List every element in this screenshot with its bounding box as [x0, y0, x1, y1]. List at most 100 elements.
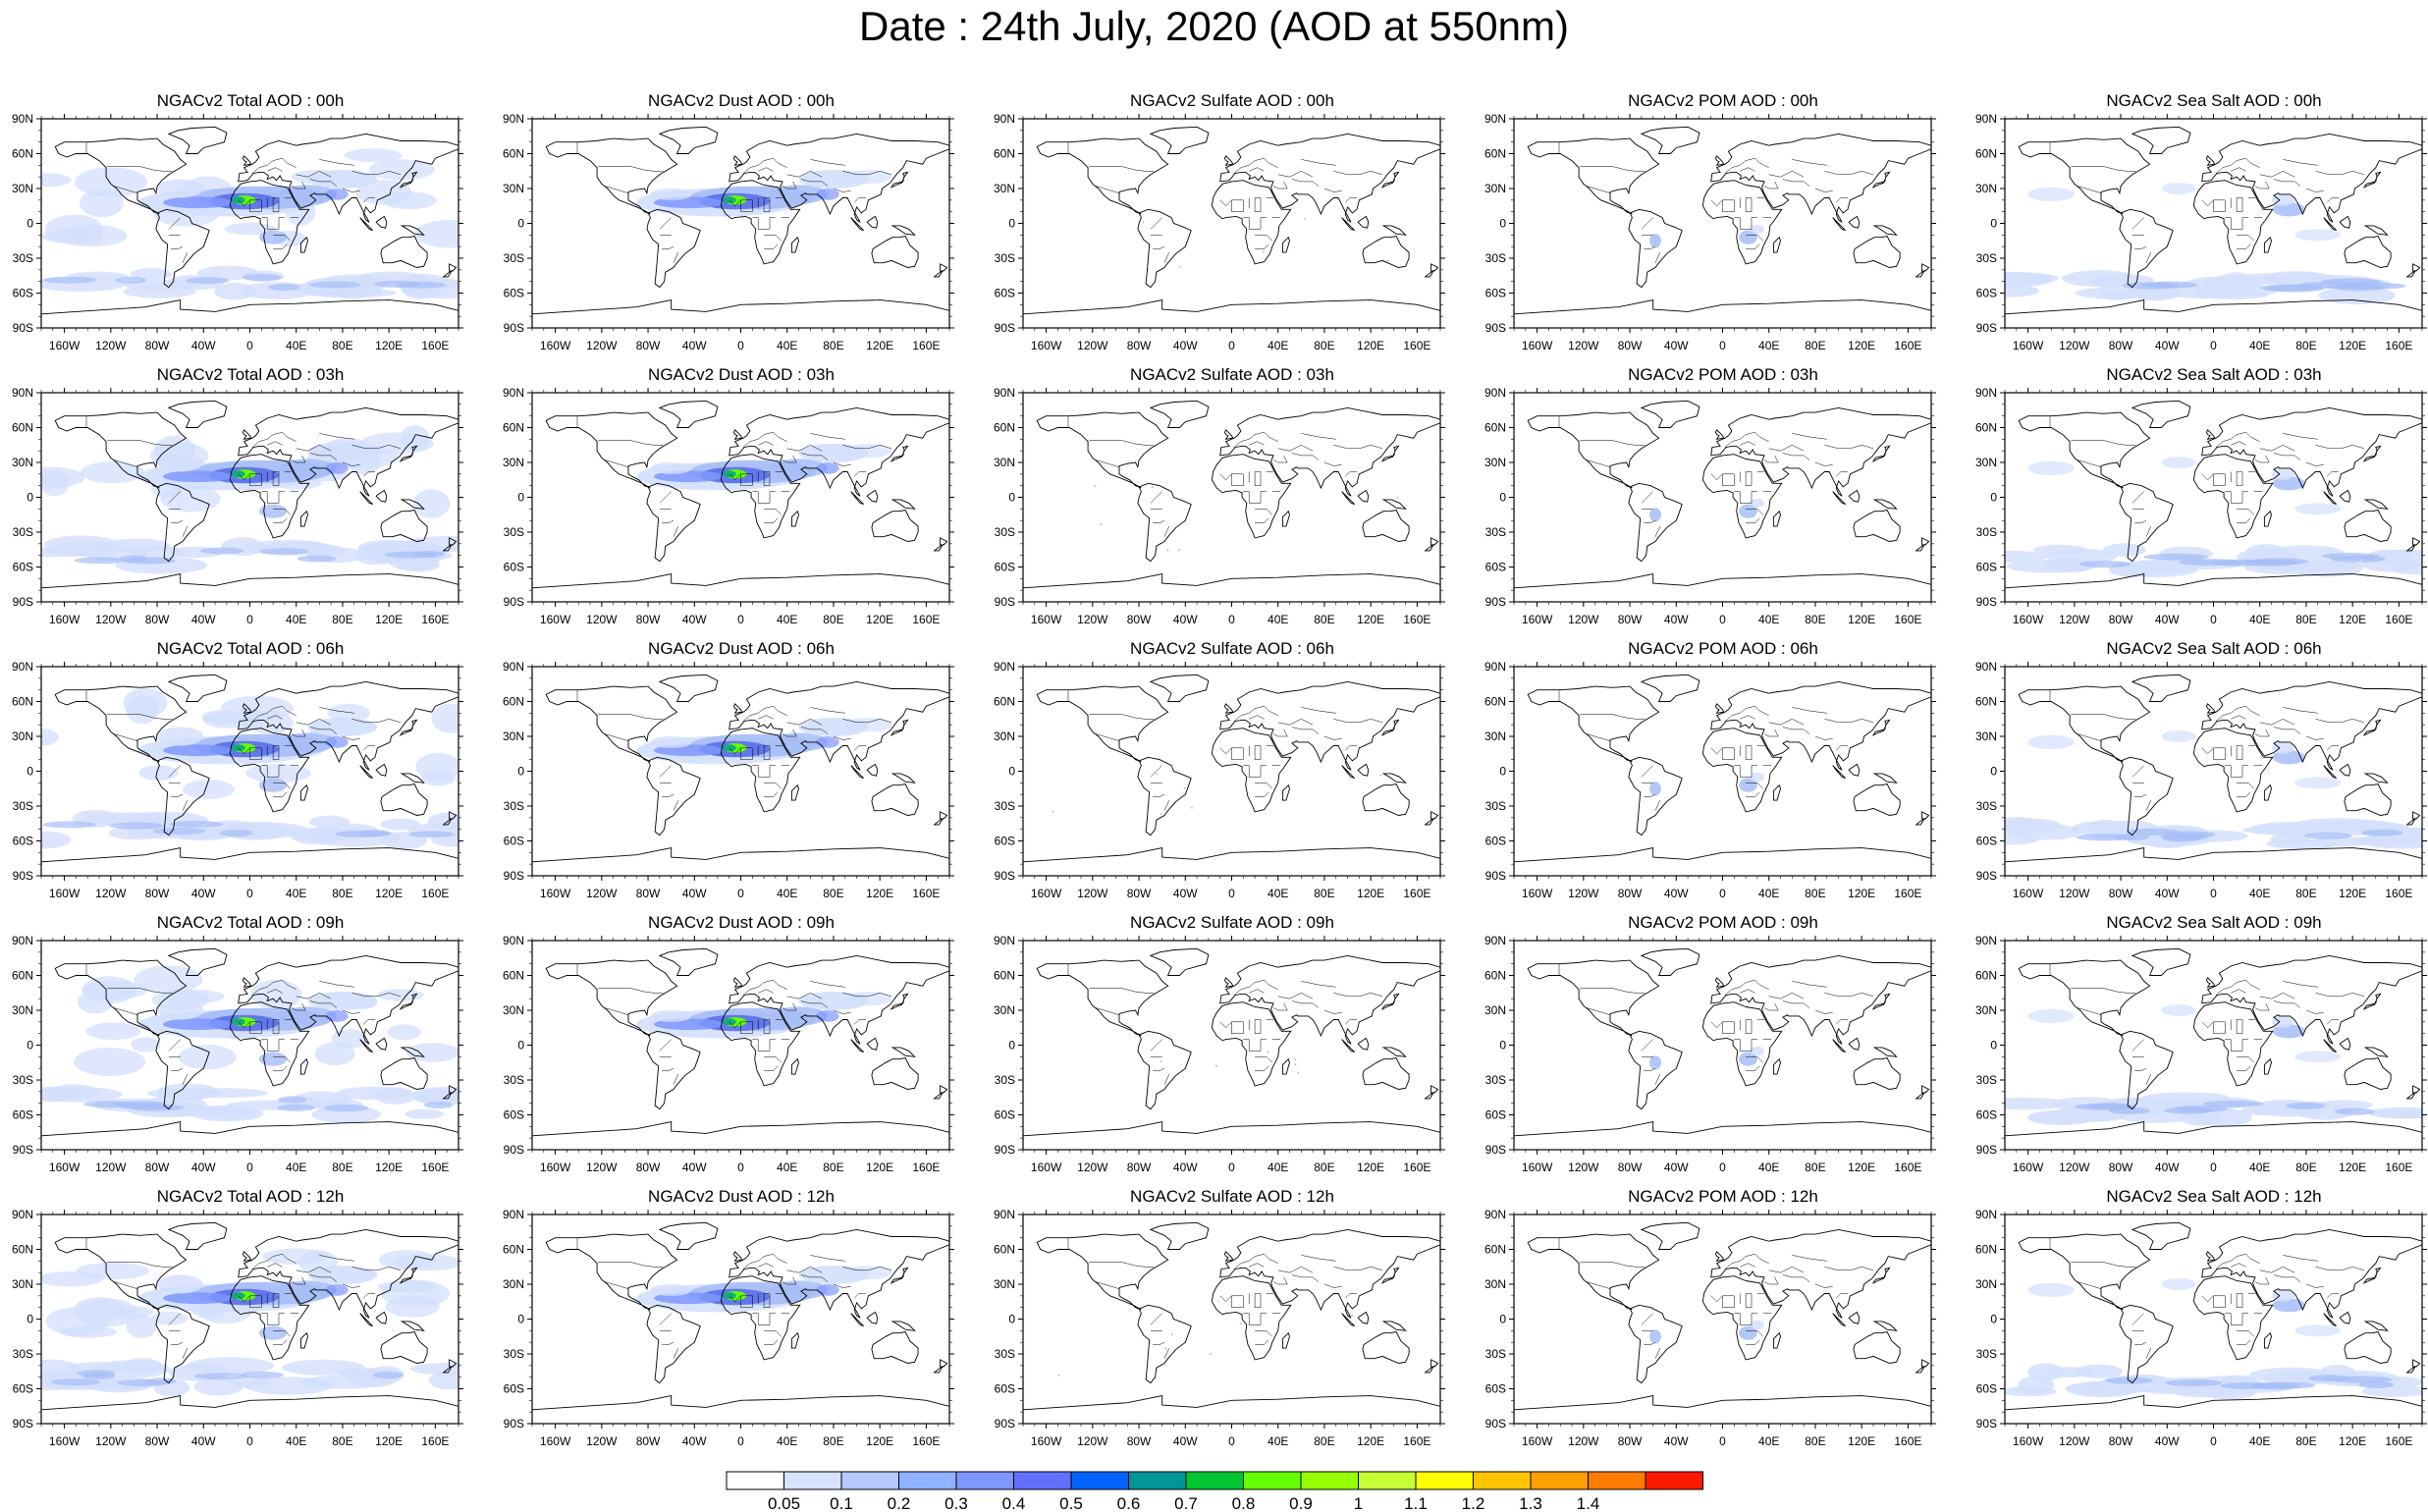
- map-panel-seasalt-3: NGACv2 Sea Salt AOD : 09h 90N 60N 30N 0 30S 60…: [1964, 913, 2428, 1188]
- lon-label: 0: [1719, 887, 1726, 900]
- country-border: [1740, 168, 1754, 172]
- lat-label: 60S: [1976, 835, 1997, 848]
- lat-label: 30S: [504, 799, 524, 813]
- lon-label: 120E: [1357, 339, 1384, 352]
- aod-plume: [183, 780, 235, 799]
- country-border: [1746, 472, 1752, 486]
- country-border: [1723, 200, 1735, 212]
- country-border: [2266, 729, 2270, 736]
- coastline: [1922, 812, 1929, 819]
- coastline: [2413, 1086, 2420, 1093]
- country-border: [1642, 766, 1653, 778]
- lon-label: 120E: [866, 1161, 893, 1174]
- lon-label: 0: [2210, 1161, 2217, 1174]
- coastline: [1138, 757, 1191, 835]
- lon-label: 80E: [332, 1161, 352, 1174]
- coastline: [1629, 757, 1682, 835]
- country-border: [2237, 1056, 2254, 1062]
- country-border: [2214, 474, 2226, 486]
- map-frame: [41, 393, 459, 602]
- country-border: [171, 794, 183, 796]
- lat-label: 0: [1008, 765, 1015, 779]
- coastline: [1224, 156, 1232, 165]
- lat-label: 30S: [1976, 799, 1997, 813]
- lat-label: 30S: [995, 525, 1015, 539]
- world-map: 90N60N30N030S60S90S160W 120W 80W 40W 0 40E 80E…: [0, 365, 491, 640]
- lat-label: 60N: [1975, 421, 1997, 435]
- coastline: [1383, 500, 1405, 509]
- lon-label: 40W: [682, 613, 707, 626]
- world-map: 90N60N30N030S60S90S160W 120W 80W 40W 0 40E 80E…: [0, 91, 491, 366]
- lon-label: 40E: [777, 1161, 797, 1174]
- coastline: [1833, 766, 1846, 779]
- country-border: [1220, 474, 1232, 480]
- coastline: [1363, 511, 1409, 542]
- coastline: [1342, 218, 1355, 231]
- country-border: [854, 746, 866, 751]
- lon-label: 0: [737, 613, 744, 626]
- aod-plume: [308, 170, 378, 189]
- country-border: [2237, 472, 2242, 486]
- coastline: [2340, 764, 2350, 776]
- lat-label: 30N: [12, 456, 33, 469]
- country-border: [1243, 218, 1267, 230]
- lon-label: 160W: [49, 887, 81, 900]
- lon-label: 40W: [191, 1161, 216, 1174]
- coastline: [243, 978, 250, 987]
- country-border: [1333, 719, 1382, 723]
- lon-label: 40W: [1664, 613, 1689, 626]
- lon-label: 0: [737, 887, 744, 900]
- aod-speck: [1052, 811, 1054, 813]
- aod-plume: [2028, 735, 2075, 749]
- aod-plume: [45, 215, 104, 244]
- antarctica-coast: [41, 574, 459, 588]
- lon-label: 40E: [1758, 339, 1779, 352]
- lon-label: 160E: [421, 339, 449, 352]
- lat-label: 90S: [504, 869, 524, 883]
- country-border: [319, 433, 354, 439]
- coastline: [1922, 1086, 1929, 1093]
- coastline: [2324, 1040, 2337, 1053]
- country-border: [2266, 1003, 2270, 1010]
- aod-plume: [2361, 830, 2402, 837]
- coastline: [2345, 511, 2391, 542]
- country-border: [2315, 719, 2364, 723]
- country-border: [743, 1254, 787, 1269]
- lon-label: 120E: [2339, 887, 2366, 900]
- country-border: [2214, 200, 2226, 212]
- lon-label: 160E: [912, 887, 940, 900]
- aod-plume: [194, 1377, 243, 1396]
- lon-label: 40E: [1268, 1161, 1288, 1174]
- lon-label: 120E: [1357, 1161, 1384, 1174]
- world-map: 90N60N30N030S60S90S160W 120W 80W 40W 0 40E 80E…: [491, 365, 982, 640]
- lat-label: 60N: [503, 695, 524, 709]
- aod-plume: [2079, 561, 2131, 567]
- country-border: [1255, 509, 1272, 514]
- coastline: [1212, 729, 1290, 812]
- lon-label: 160E: [1894, 613, 1921, 626]
- lon-label: 160W: [2013, 1161, 2044, 1174]
- coastline: [1642, 948, 1700, 975]
- coastline: [1715, 430, 1723, 439]
- lon-label: 160W: [540, 1161, 571, 1174]
- lon-label: 120E: [375, 613, 403, 626]
- country-border: [598, 441, 663, 446]
- aod-plume: [278, 1097, 306, 1104]
- country-border: [2231, 442, 2245, 446]
- lat-label: 30S: [504, 1347, 524, 1361]
- coastline: [2264, 785, 2271, 800]
- country-border: [598, 1263, 663, 1268]
- country-border: [660, 1040, 672, 1052]
- world-map: 90N60N30N030S60S90S160W 120W 80W 40W 0 40E 80E…: [491, 913, 982, 1188]
- coastline: [360, 1314, 373, 1326]
- country-border: [2202, 1022, 2214, 1028]
- coastline: [941, 264, 947, 271]
- lat-label: 60S: [504, 561, 524, 574]
- lat-label: 90N: [1975, 660, 1997, 674]
- lat-label: 60N: [12, 1243, 33, 1257]
- country-border: [2231, 990, 2245, 994]
- coastline: [791, 512, 798, 526]
- aod-plume: [75, 557, 127, 564]
- lon-label: 0: [737, 1161, 744, 1174]
- coastline: [2206, 430, 2214, 439]
